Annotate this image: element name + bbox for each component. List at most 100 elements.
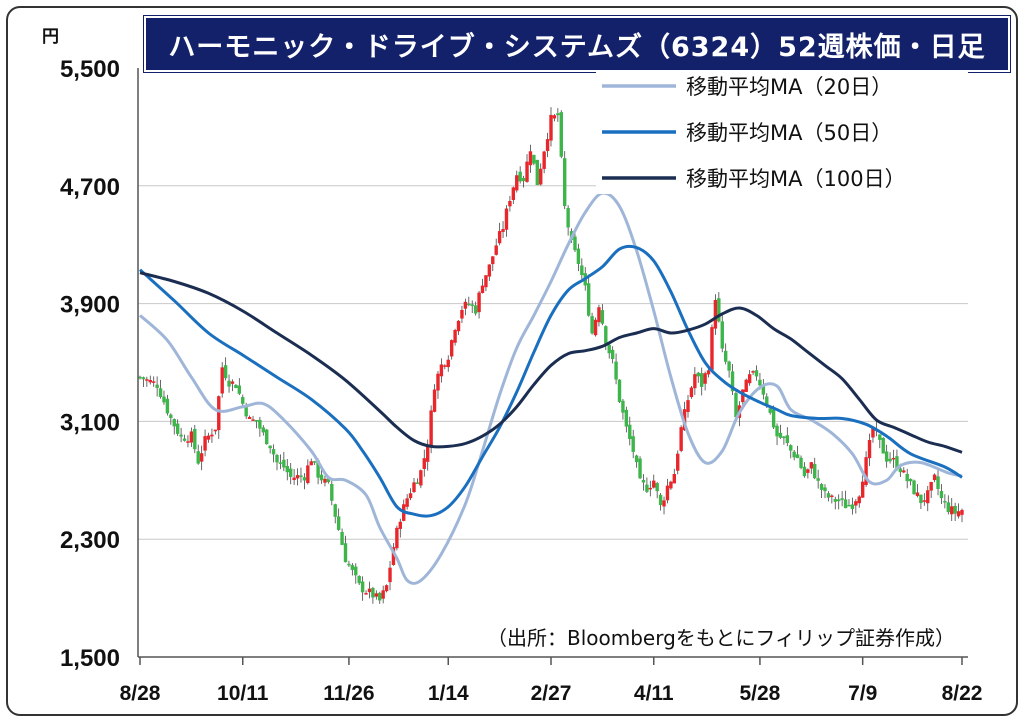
candle-body: [720, 321, 724, 349]
candle-body: [730, 371, 735, 392]
candle-body: [199, 453, 204, 462]
candle-body: [350, 565, 355, 570]
candle-body: [652, 480, 656, 488]
candle-body: [312, 461, 317, 463]
candle-body: [340, 531, 344, 545]
candle-body: [511, 187, 516, 201]
candle-body: [271, 449, 276, 455]
candle-body: [782, 436, 786, 439]
y-tick-label: 3,900: [60, 292, 120, 319]
candle-body: [676, 453, 680, 471]
candle-body: [672, 473, 676, 484]
candle-body: [309, 461, 313, 466]
candle-body: [391, 547, 396, 566]
candle-body: [867, 440, 872, 459]
candle-body: [837, 499, 841, 502]
candle-body: [545, 139, 550, 152]
candle-body: [244, 404, 248, 417]
candle-body: [727, 361, 731, 371]
candle-body: [282, 459, 286, 468]
ma-line-3: [139, 271, 963, 454]
candle-body: [785, 435, 790, 444]
y-tick-label: 4,700: [60, 174, 120, 201]
candle-body: [528, 151, 533, 166]
candle-body: [210, 434, 214, 437]
candle-body: [895, 456, 899, 470]
candle-body: [761, 385, 766, 395]
candle-body: [956, 511, 961, 517]
candle-body: [658, 494, 663, 506]
candle-body: [621, 400, 625, 413]
candle-body: [360, 581, 365, 593]
candle-body: [741, 389, 745, 403]
candle-body: [206, 435, 211, 440]
candle-body: [487, 264, 492, 277]
candle-body: [429, 410, 433, 446]
candle-body: [751, 371, 755, 373]
candle-body: [179, 434, 183, 437]
candle-body: [703, 373, 707, 384]
x-axis-ticks: 8/28 10/11 11/26 1/14 2/27 4/11 5/28 7/9 8/22: [120, 657, 982, 705]
candle-body: [919, 494, 923, 504]
candle-body: [586, 283, 591, 316]
candle-body: [463, 301, 468, 309]
chart-title-bar: ハーモニック・ドライブ・システムズ（6324）52週株価・日足: [144, 16, 1010, 72]
candle-body: [292, 477, 296, 481]
y-unit-label: 円: [42, 27, 59, 47]
source-note: （出所：Bloombergをもとにフィリップ証券作成）: [487, 626, 955, 650]
candle-body: [905, 473, 909, 482]
candle-body: [446, 359, 450, 368]
candle-body: [795, 454, 800, 459]
candle-body: [254, 420, 259, 422]
candle-body: [473, 305, 478, 314]
candle-body: [436, 373, 440, 391]
candle-body: [813, 463, 817, 479]
candle-body: [172, 419, 176, 427]
y-axis-ticks: 5,500 4,700 3,900 3,100 2,300 1,500: [60, 56, 120, 672]
x-tick-label: 8/28: [120, 682, 161, 705]
candle-body: [819, 483, 824, 490]
candle-body: [258, 419, 262, 429]
candle-body: [706, 370, 711, 375]
candle-body: [734, 393, 738, 418]
candle-body: [655, 483, 659, 492]
axes: [137, 68, 968, 658]
legend: 移動平均MA（20日） 移動平均MA（50日） 移動平均MA（100日）: [596, 70, 968, 194]
candle-body: [881, 438, 885, 454]
candle-body: [926, 490, 930, 504]
candle-body: [950, 506, 954, 515]
candle-body: [799, 457, 803, 468]
candle-body: [251, 419, 255, 421]
candle-body: [439, 364, 444, 377]
candle-body: [152, 381, 156, 383]
candle-body: [665, 485, 670, 501]
candle-body: [145, 379, 149, 381]
candle-body: [576, 248, 581, 264]
legend-label: 移動平均MA（20日）: [686, 75, 892, 99]
candle-body: [823, 487, 827, 492]
x-tick-label: 7/9: [848, 682, 877, 705]
x-tick-label: 2/27: [531, 682, 572, 705]
candle-body: [333, 504, 337, 517]
candle-body: [953, 506, 957, 514]
candle-body: [497, 231, 502, 244]
candle-body: [494, 245, 498, 255]
candle-body: [220, 367, 224, 394]
candle-body: [593, 319, 598, 336]
candle-body: [549, 114, 553, 141]
candle-body: [456, 320, 461, 332]
candle-body: [148, 380, 152, 383]
candle-body: [891, 457, 896, 460]
candle-body: [306, 465, 310, 484]
candle-body: [326, 478, 331, 483]
candle-body: [278, 462, 283, 464]
candle-body: [535, 159, 539, 185]
candle-body: [908, 478, 913, 482]
candle-body: [230, 381, 235, 384]
candle-body: [196, 451, 200, 464]
candle-body: [833, 499, 837, 502]
candle-body: [175, 423, 180, 434]
candle-body: [936, 476, 940, 490]
legend-label: 移動平均MA（100日）: [686, 167, 906, 191]
candle-body: [713, 299, 718, 329]
